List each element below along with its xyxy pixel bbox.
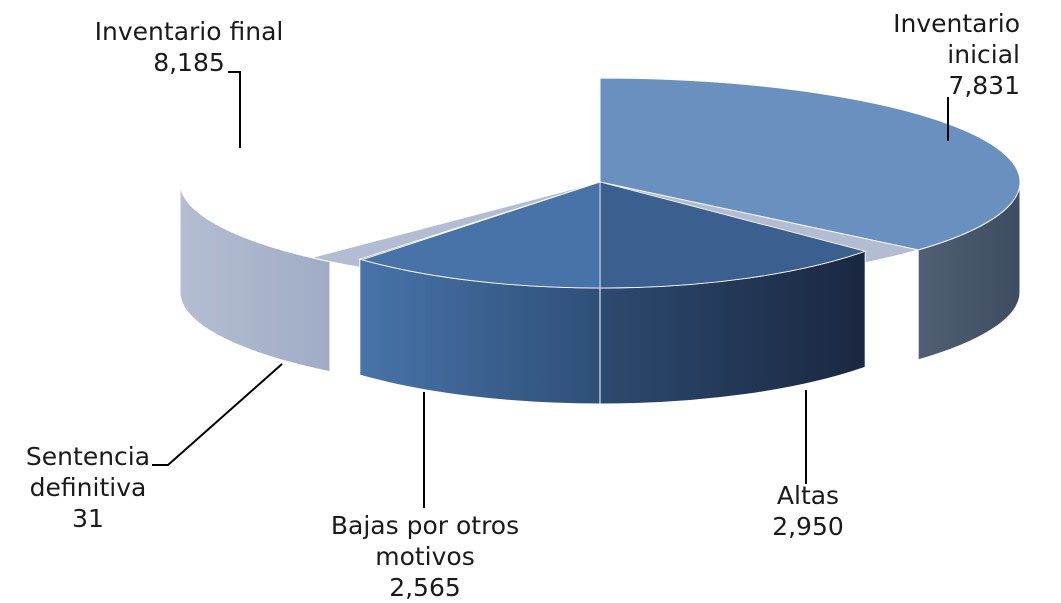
data-label-text: Altas — [777, 481, 839, 510]
data-label-value: 2,950 — [772, 512, 844, 541]
data-label-text: Inventario final — [95, 17, 284, 46]
data-label-text: Inventario — [893, 9, 1020, 38]
leader-lines — [152, 71, 949, 508]
data-label-text: motivos — [375, 542, 475, 571]
data-label-text: Sentencia — [26, 442, 150, 471]
data-label-text: inicial — [947, 40, 1020, 69]
data-labels: Inventario inicial 7,831 Altas 2,950 Bajas po… — [26, 9, 1020, 602]
data-label-inventario-final: Inventario final 8,185 — [95, 17, 284, 77]
slice-inventario-inicial — [599, 77, 1021, 251]
data-label-inventario-inicial: Inventario inicial 7,831 — [893, 9, 1020, 100]
slice-side-inventario-final — [179, 181, 331, 373]
slice-sentencia-definitiva — [358, 181, 601, 261]
data-label-sentencia-definitiva: Sentencia definitiva 31 — [26, 442, 150, 533]
data-label-text: definitiva — [30, 473, 147, 502]
data-label-altas: Altas 2,950 — [772, 481, 844, 541]
data-label-value: 2,565 — [389, 573, 461, 602]
data-label-value: 31 — [72, 504, 104, 533]
leader-inventario-final — [228, 71, 241, 148]
slice-bajas-por-otros-motivos — [360, 181, 601, 289]
data-label-text: Bajas por otros — [331, 511, 519, 540]
slice-altas — [599, 181, 867, 289]
leader-sentencia-definitiva — [152, 363, 283, 466]
pie-slices — [179, 77, 1021, 405]
data-label-value: 7,831 — [948, 71, 1020, 100]
data-label-bajas-por-otros-motivos: Bajas por otros motivos 2,565 — [331, 511, 519, 602]
data-label-value: 8,185 — [153, 48, 225, 77]
